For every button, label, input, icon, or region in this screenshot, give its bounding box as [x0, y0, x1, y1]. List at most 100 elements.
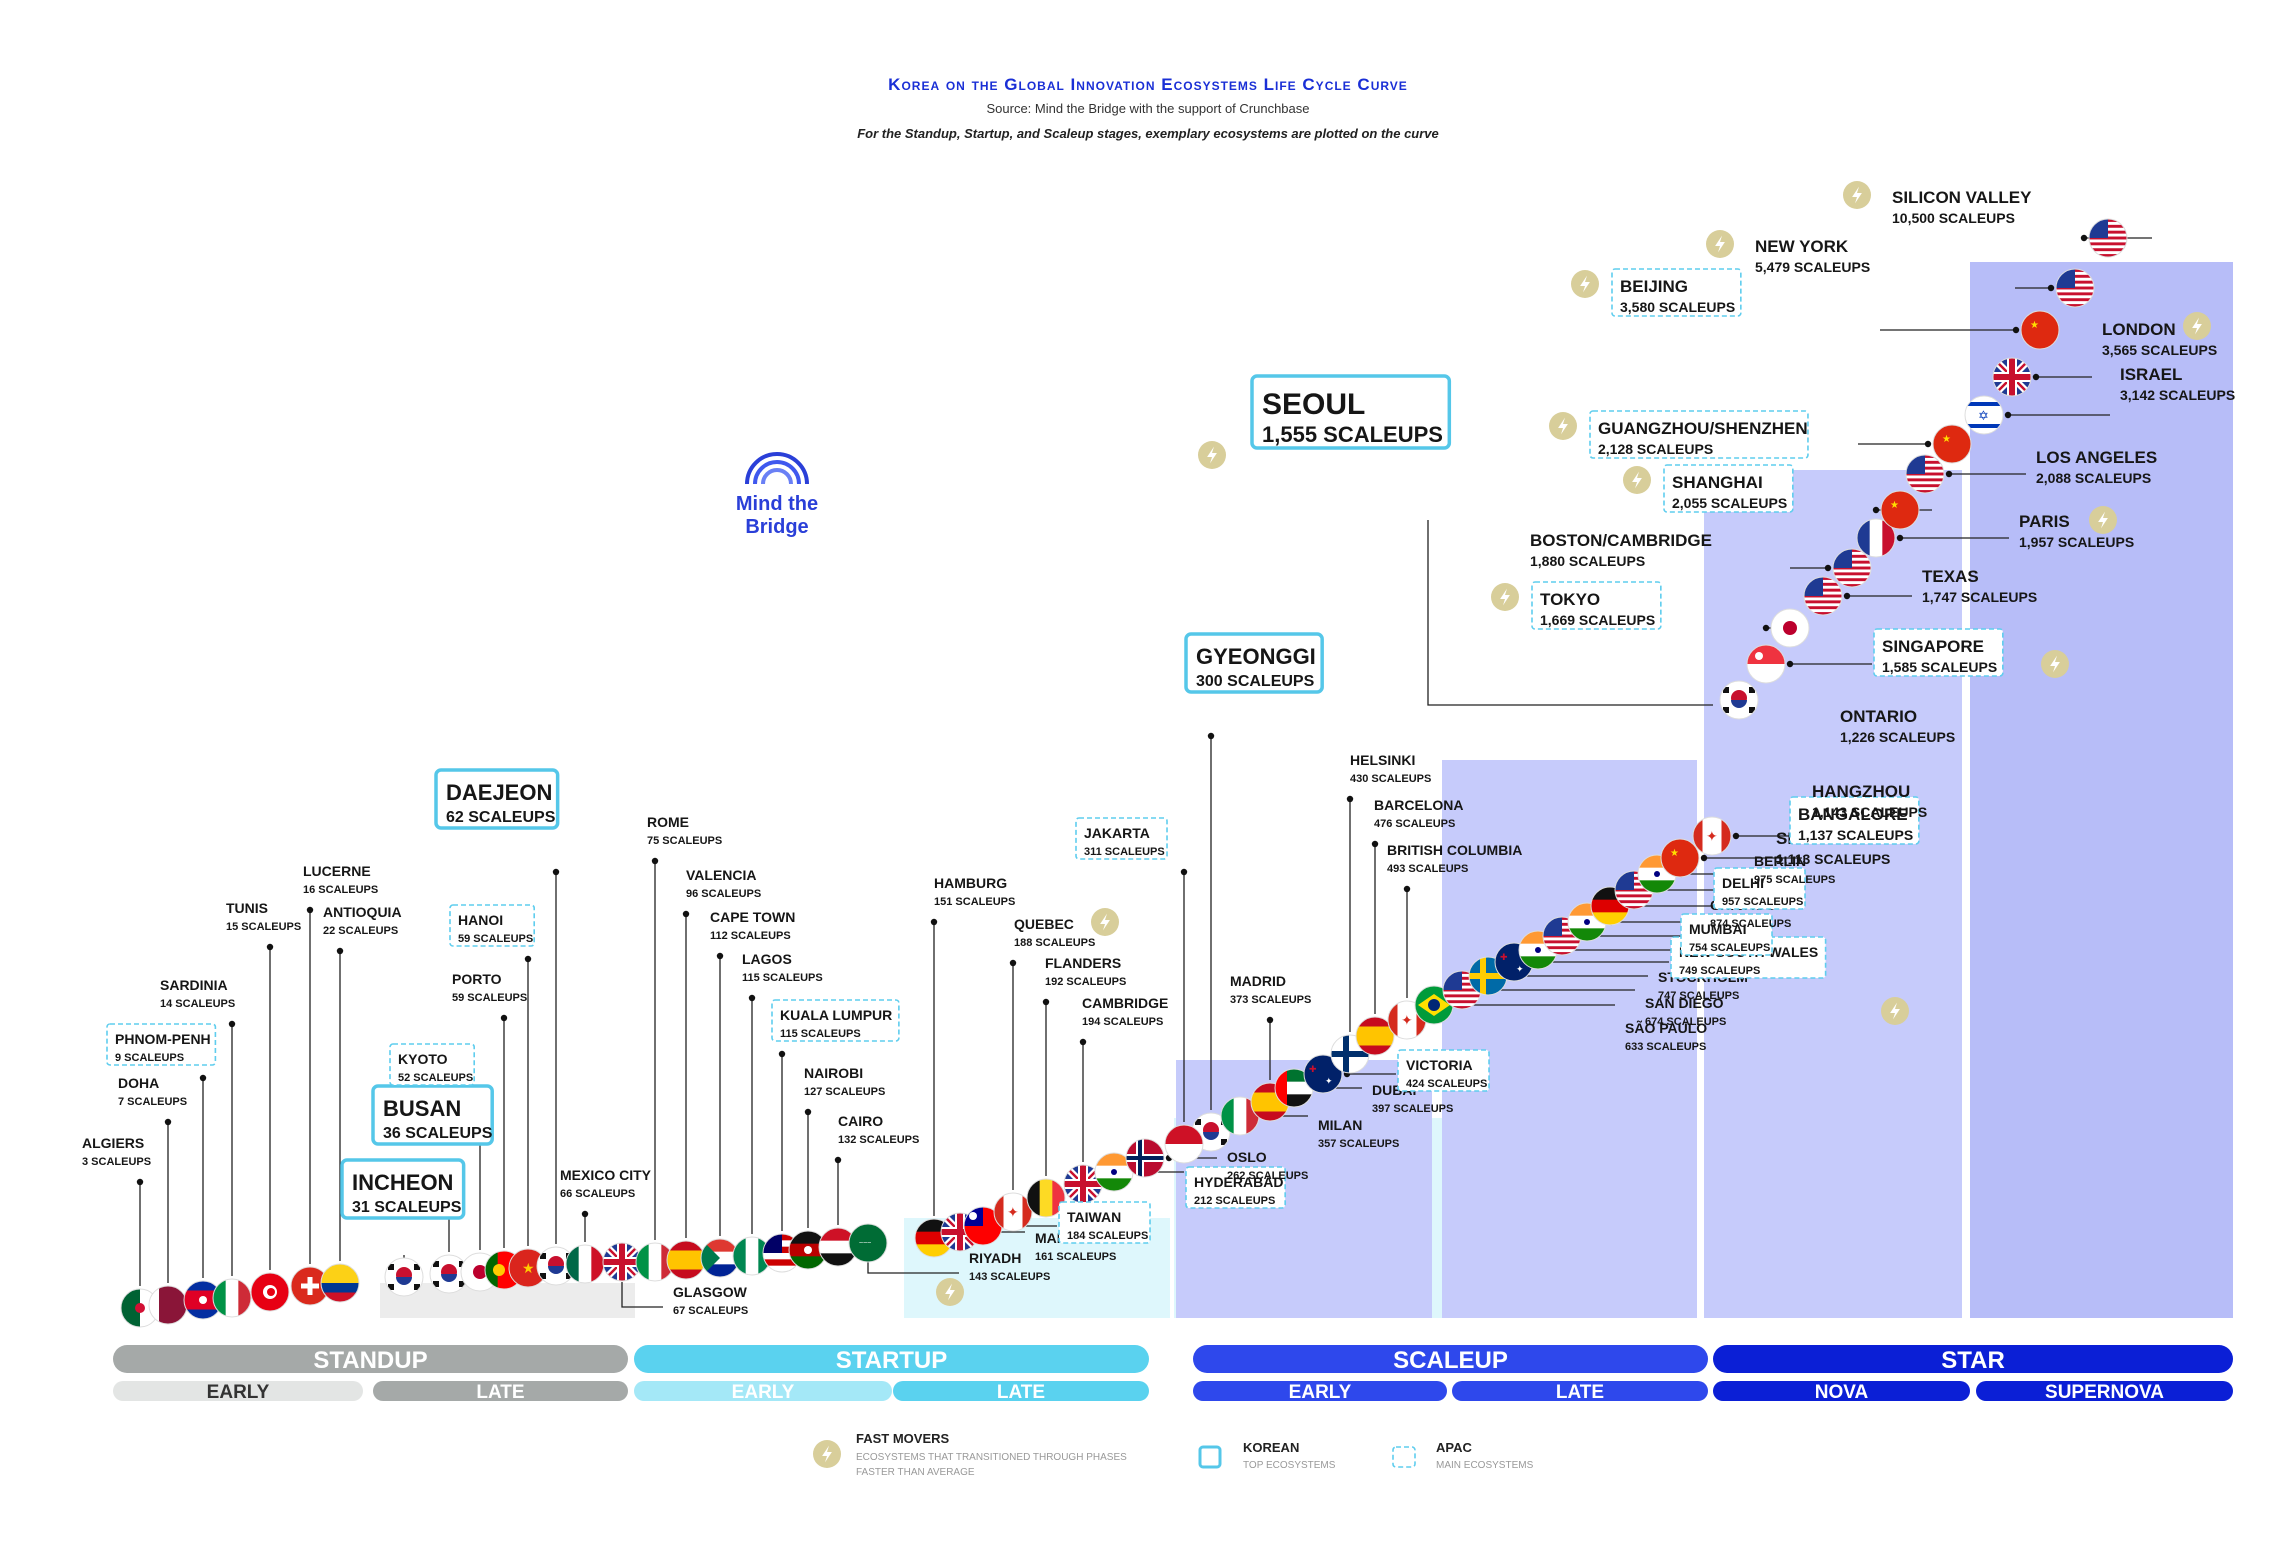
stage-label: SCALEUP: [1393, 1347, 1508, 1374]
svg-text:★: ★: [1942, 434, 1951, 445]
ecosystem-phnom-penh[interactable]: PHNOM-PENH 9 SCALEUPS: [106, 1023, 217, 1066]
ecosystem-oslo[interactable]: OSLO 262 SCALEUPS: [1227, 1149, 1308, 1182]
ecosystem-milan[interactable]: MILAN 357 SCALEUPS: [1318, 1117, 1399, 1150]
ecosystem-guangzhou-shenzhen[interactable]: GUANGZHOU/SHENZHEN 2,128 SCALEUPS: [1549, 410, 1809, 459]
ecosystem-paris[interactable]: PARIS 1,957 SCALEUPS: [2019, 506, 2134, 550]
ecosystem-barcelona[interactable]: BARCELONA 476 SCALEUPS: [1374, 797, 1463, 830]
ecosystem-algiers[interactable]: ALGIERS 3 SCALEUPS: [82, 1135, 151, 1168]
beijing-value: 3,580 SCALEUPS: [1620, 299, 1735, 315]
phnom-penh-apac-box: [106, 1023, 217, 1066]
ecosystem-antioquia[interactable]: ANTIOQUIA 22 SCALEUPS: [323, 904, 402, 937]
ecosystem-hyderabad[interactable]: HYDERABAD 212 SCALEUPS: [1185, 1166, 1286, 1209]
barcelona-dot: [1371, 840, 1379, 848]
ecosystem-texas[interactable]: TEXAS 1,747 SCALEUPS: [1922, 567, 2037, 605]
cairo-dot: [834, 1156, 842, 1164]
phnom-penh-value: 9 SCALEUPS: [115, 1052, 184, 1064]
milan-value: 357 SCALEUPS: [1318, 1138, 1399, 1150]
ecosystem-new-york[interactable]: NEW YORK 5,479 SCALEUPS: [1706, 230, 1870, 275]
london-flag-icon: [1992, 357, 2032, 397]
bangalore-apac-box: [1789, 796, 1920, 845]
ecosystem-lagos[interactable]: LAGOS 115 SCALEUPS: [742, 951, 823, 984]
substage-label: LATE: [476, 1382, 524, 1403]
ecosystem-kyoto[interactable]: KYOTO 52 SCALEUPS: [389, 1043, 475, 1086]
seoul-leader: [1427, 520, 1713, 706]
ecosystem-busan[interactable]: BUSAN 36 SCALEUPS: [371, 1084, 494, 1146]
phnom-penh-dot: [199, 1074, 207, 1082]
mind-the-bridge-logo: Mind the Bridge: [702, 446, 852, 539]
ecosystem-boston-cambridge[interactable]: BOSTON/CAMBRIDGE 1,880 SCALEUPS: [1530, 531, 1712, 569]
hangzhou-value: 1,143 SCALEUPS: [1812, 804, 1927, 820]
ecosystem-ontario[interactable]: ONTARIO 1,226 SCALEUPS: [1840, 707, 1955, 745]
algiers-value: 3 SCALEUPS: [82, 1156, 151, 1168]
svg-text:★: ★: [522, 1260, 535, 1276]
stage-bar: [113, 1345, 628, 1373]
ecosystem-flanders[interactable]: FLANDERS 192 SCALEUPS: [1045, 955, 1126, 988]
guangzhou-shenzhen-apac-box: [1589, 410, 1809, 459]
svg-text:✦: ✦: [1401, 1012, 1413, 1028]
tokyo-flag-icon: [1770, 608, 1810, 648]
ecosystem-sardinia[interactable]: SARDINIA 14 SCALEUPS: [160, 977, 235, 1010]
ecosystem-cairo[interactable]: CAIRO 132 SCALEUPS: [838, 1113, 919, 1146]
ecosystem-taiwan[interactable]: TAIWAN 184 SCALEUPS: [1058, 1201, 1151, 1244]
ecosystem-singapore[interactable]: SINGAPORE 1,585 SCALEUPS: [1873, 628, 2069, 678]
lagos-name: LAGOS: [742, 951, 792, 967]
ecosystem-lucerne[interactable]: LUCERNE 16 SCALEUPS: [303, 863, 378, 896]
ecosystem-jakarta[interactable]: JAKARTA 311 SCALEUPS: [1075, 817, 1168, 860]
ecosystem-bangalore[interactable]: BANGALORE 1,137 SCALEUPS: [1789, 796, 1920, 845]
ecosystem-beijing[interactable]: BEIJING 3,580 SCALEUPS: [1571, 268, 1742, 317]
ecosystem-tokyo[interactable]: TOKYO 1,669 SCALEUPS: [1491, 581, 1662, 630]
ecosystem-british-columbia[interactable]: BRITISH COLUMBIA 493 SCALEUPS: [1387, 842, 1522, 875]
dubai-value: 397 SCALEUPS: [1372, 1103, 1453, 1115]
ecosystem-delhi[interactable]: DELHI 957 SCALEUPS: [1713, 867, 1806, 910]
ecosystem-madrid[interactable]: MADRID 373 SCALEUPS: [1230, 973, 1311, 1006]
ecosystem-hanoi[interactable]: HANOI 59 SCALEUPS: [449, 904, 535, 947]
ecosystem-porto[interactable]: PORTO 59 SCALEUPS: [452, 971, 527, 1004]
ecosystem-s-o-paulo[interactable]: SÃO PAULO 633 SCALEUPS: [1625, 1019, 1707, 1053]
ecosystem-incheon[interactable]: INCHEON 31 SCALEUPS: [340, 1158, 466, 1220]
gyeonggi-dot: [1207, 732, 1215, 740]
ecosystem-mumbai[interactable]: MUMBAI 754 SCALEUPS: [1680, 913, 1773, 956]
ecosystem-valencia[interactable]: VALENCIA 96 SCALEUPS: [686, 867, 761, 900]
beijing-apac-box: [1611, 268, 1742, 317]
ecosystem-doha[interactable]: DOHA 7 SCALEUPS: [118, 1075, 187, 1108]
algiers-dot: [136, 1178, 144, 1186]
ecosystem-tunis[interactable]: TUNIS 15 SCALEUPS: [226, 900, 301, 933]
busan-korean-box: [371, 1084, 494, 1146]
lucerne-name: LUCERNE: [303, 863, 371, 879]
ecosystem-rome[interactable]: ROME 75 SCALEUPS: [647, 814, 722, 847]
ecosystem-quebec[interactable]: QUEBEC 188 SCALEUPS: [1014, 908, 1119, 949]
ecosystem-israel[interactable]: ISRAEL 3,142 SCALEUPS: [2120, 365, 2235, 403]
substage-bar: [1193, 1381, 1447, 1401]
singapore-apac-box: [1873, 628, 2004, 677]
ecosystem-shanghai[interactable]: SHANGHAI 2,055 SCALEUPS: [1623, 464, 1794, 513]
ecosystem-los-angeles[interactable]: LOS ANGELES 2,088 SCALEUPS: [2036, 448, 2157, 486]
ecosystem-riyadh[interactable]: RIYADH 143 SCALEUPS: [936, 1250, 1050, 1306]
svg-text:✚: ✚: [1500, 952, 1508, 962]
ecosystem-hangzhou[interactable]: HANGZHOU 1,143 SCALEUPS: [1812, 782, 1927, 820]
ecosystem-kuala-lumpur[interactable]: KUALA LUMPUR 115 SCALEUPS: [771, 999, 900, 1042]
los-angeles-value: 2,088 SCALEUPS: [2036, 470, 2151, 486]
ecosystem-mexico-city[interactable]: MEXICO CITY 66 SCALEUPS: [560, 1167, 652, 1200]
ecosystem-cambridge[interactable]: CAMBRIDGE 194 SCALEUPS: [1082, 995, 1168, 1028]
ecosystem-nairobi[interactable]: NAIROBI 127 SCALEUPS: [804, 1065, 885, 1098]
mumbai-apac-box: [1680, 913, 1773, 956]
ecosystem-hamburg[interactable]: HAMBURG 151 SCALEUPS: [934, 875, 1015, 908]
jakarta-dot: [1180, 868, 1188, 876]
ecosystem-berlin[interactable]: BERLIN 975 SCALEUPS: [1754, 853, 1835, 886]
ecosystem-victoria[interactable]: VICTORIA 424 SCALEUPS: [1397, 1049, 1490, 1092]
hangzhou-flag-icon: ★: [1660, 838, 1700, 878]
kuala-lumpur-name: KUALA LUMPUR: [780, 1007, 892, 1023]
helsinki-name: HELSINKI: [1350, 752, 1415, 768]
ecosystem-helsinki[interactable]: HELSINKI 430 SCALEUPS: [1350, 752, 1431, 785]
ecosystem-gyeonggi[interactable]: GYEONGGI 300 SCALEUPS: [1184, 632, 1324, 694]
ecosystem-silicon-valley[interactable]: SILICON VALLEY 10,500 SCALEUPS: [1843, 181, 2032, 226]
nairobi-flag-icon: [788, 1230, 828, 1270]
ecosystem-glasgow[interactable]: GLASGOW 67 SCALEUPS: [673, 1284, 748, 1317]
tunis-dot: [266, 943, 274, 951]
ecosystem-cape-town[interactable]: CAPE TOWN 112 SCALEUPS: [710, 909, 795, 942]
ecosystem-san-diego[interactable]: SAN DIEGO 674 SCALEUPS: [1645, 995, 1909, 1028]
ecosystem-daejeon[interactable]: DAEJEON 62 SCALEUPS: [434, 768, 560, 830]
ecosystem-london[interactable]: LONDON 3,565 SCALEUPS: [2102, 312, 2217, 358]
